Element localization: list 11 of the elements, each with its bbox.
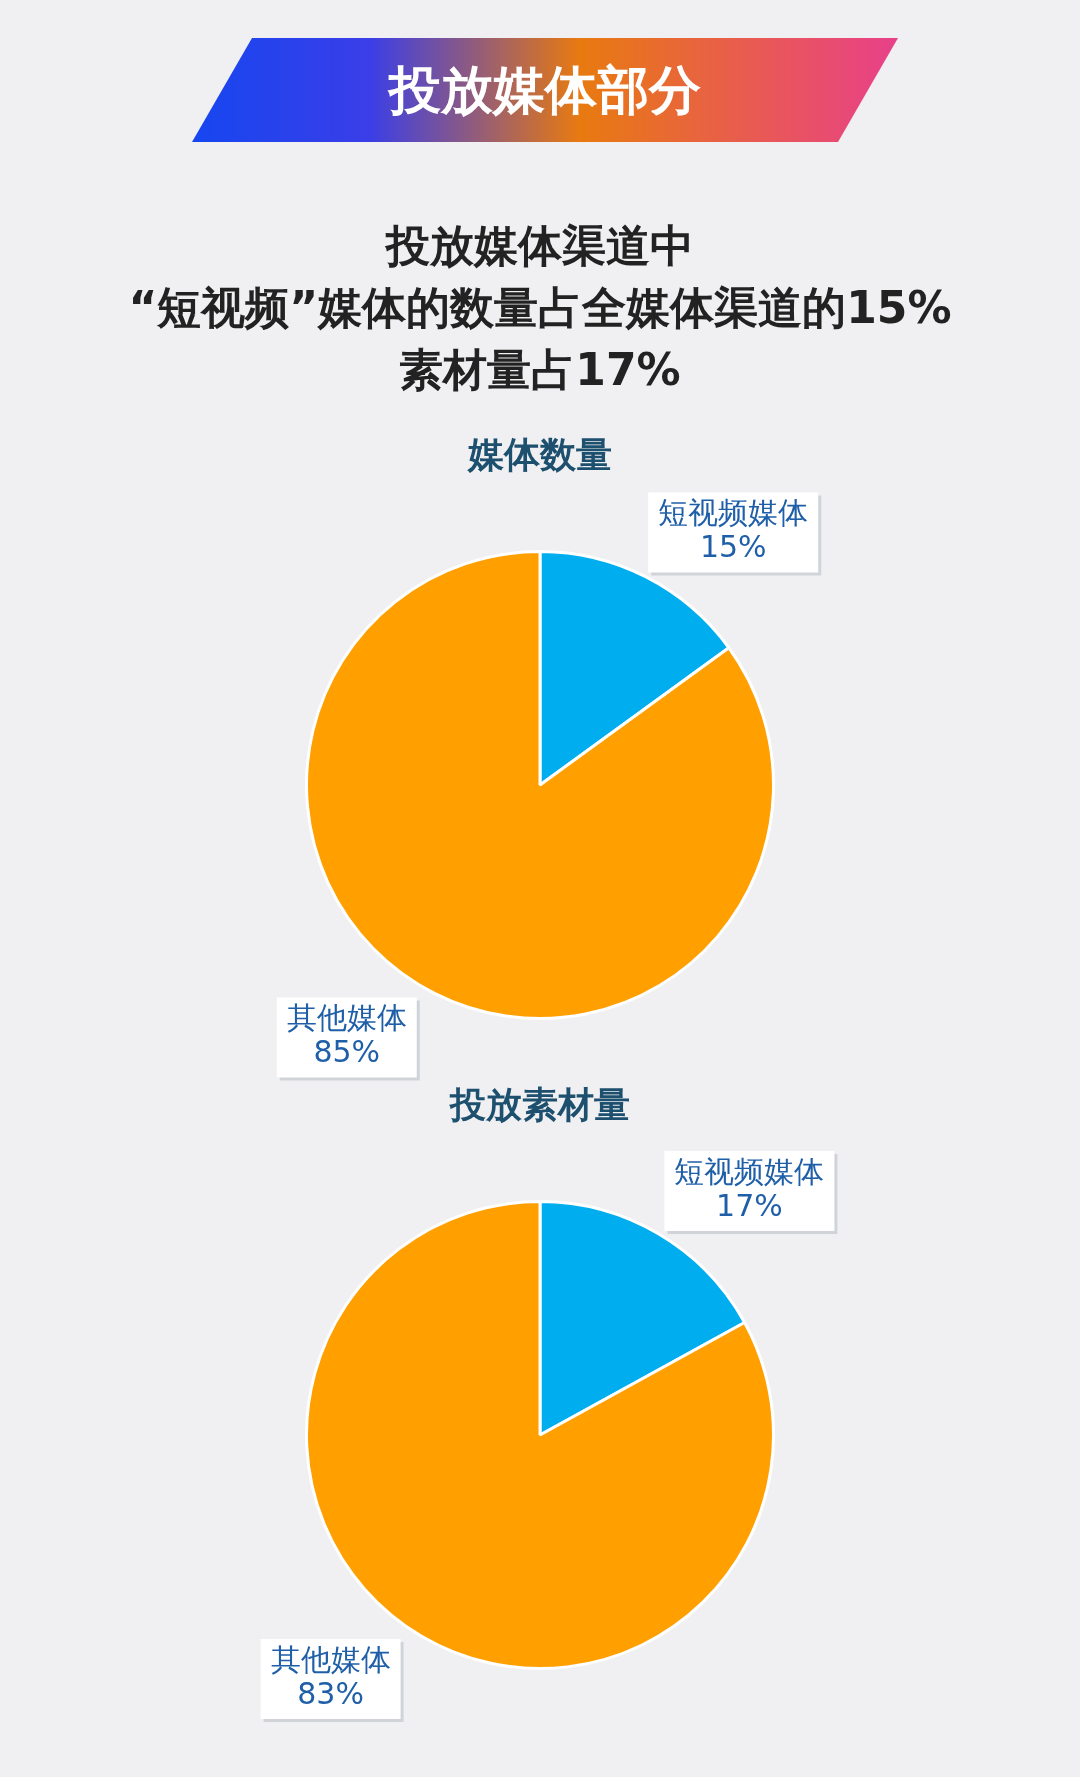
slice-label: 短视频媒体 [674,1153,825,1189]
slice-label: 短视频媒体 [658,495,809,531]
chart-title: 投放素材量 [448,1083,631,1127]
slice-label: 其他媒体 [286,1000,407,1036]
chart-title: 媒体数量 [466,433,613,477]
data-label: 85% [313,1034,381,1070]
data-label: 83% [297,1675,364,1711]
slice-label: 其他媒体 [270,1641,391,1677]
text: 投放媒体渠道中 “短视频”媒体的数量占全媒体渠道的15% 素材量占17% [127,219,953,397]
data-label: 15% [699,529,767,565]
data-label: 17% [716,1187,783,1223]
